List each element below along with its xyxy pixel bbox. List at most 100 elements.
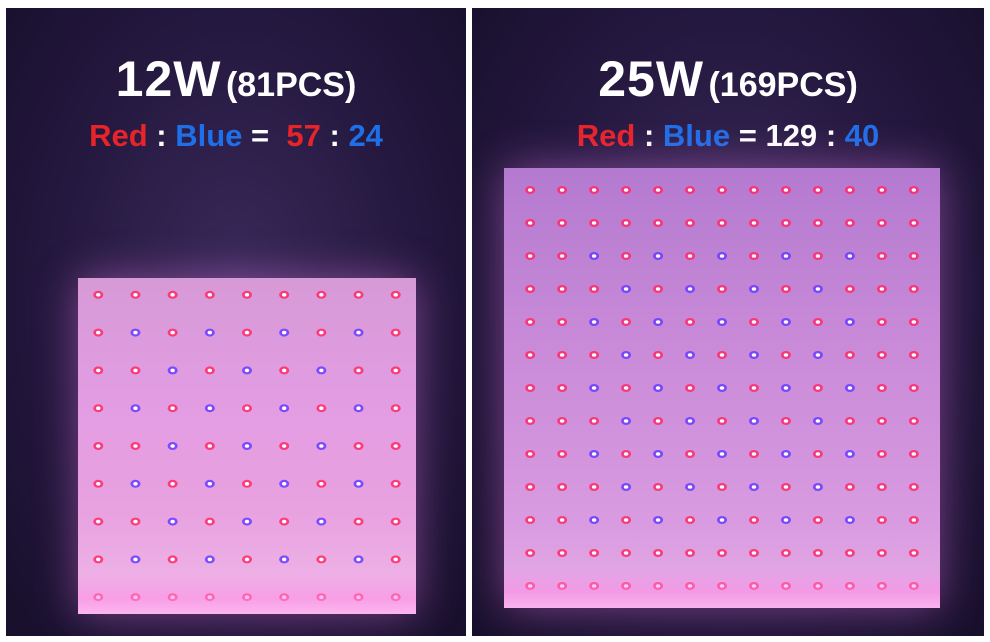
red-led [390,517,401,526]
red-led [748,450,759,458]
blue-led [353,479,364,488]
red-led [717,351,727,359]
blue-led [353,404,364,413]
red-led [390,555,401,564]
blue-led [748,285,759,293]
blue-led [167,366,178,375]
red-led [390,404,401,413]
blue-led [653,252,664,260]
ratio-separator: : [825,118,837,153]
red-led [685,186,696,194]
red-led [279,290,290,299]
red-led [621,318,632,326]
red-led [653,483,664,491]
red-led [780,549,791,557]
led-count-label: (169PCS) [708,66,858,104]
red-led [167,290,178,299]
red-led [316,479,327,488]
red-led [653,417,664,425]
red-led [908,417,919,425]
red-led [748,516,759,524]
red-led [93,555,104,564]
red-led [621,549,632,557]
red-led [589,483,600,491]
blue-led [589,318,600,326]
blue-led [316,517,327,526]
blue-led [685,285,696,293]
blue-led [316,366,327,375]
blue-led [812,351,823,359]
blue-led [685,351,696,359]
red-led [279,366,290,375]
blue-led [844,384,855,392]
red-led [780,351,791,359]
red-led [557,549,568,557]
red-led [748,186,759,194]
blue-led [316,442,327,450]
wattage-label: 25W [598,51,705,107]
red-led [876,450,887,458]
red-led [717,417,727,425]
red-led [589,186,600,194]
blue-led [717,450,727,458]
red-led [653,186,664,194]
blue-led [844,516,855,524]
red-led [525,549,536,557]
red-led [812,318,823,326]
red-led [844,483,855,491]
red-led [844,285,855,293]
red-led [204,290,215,299]
blue-count: 24 [348,118,383,153]
red-led [204,366,215,375]
red-led [557,285,568,293]
red-led [525,186,536,194]
red-led [130,366,141,375]
red-led [557,351,568,359]
blue-led [279,555,290,564]
red-led [279,517,290,526]
red-led [621,219,632,227]
blue-led [242,442,252,450]
blue-count: 40 [844,118,880,153]
blue-led [653,516,664,524]
red-led [557,384,568,392]
red-led [525,351,536,359]
blue-led [748,351,759,359]
red-led [242,479,252,488]
red-led [353,517,364,526]
red-led [557,417,568,425]
red-led [93,328,104,337]
blue-led [780,318,791,326]
red-led [167,328,178,337]
led-board [504,168,940,608]
red-led [812,186,823,194]
blue-led [204,328,215,337]
blue-led [748,417,759,425]
panel-title: 12W (81PCS) [6,50,466,108]
red-led [93,517,104,526]
led-grid [525,186,919,590]
equals-sign: = [251,118,270,153]
red-led [167,404,178,413]
red-led [653,549,664,557]
red-led [316,328,327,337]
red-led [525,219,536,227]
red-led [525,417,536,425]
red-count: 57 [286,118,321,153]
red-led [589,417,600,425]
blue-led [685,483,696,491]
red-led [557,483,568,491]
red-led [876,219,887,227]
red-led [812,252,823,260]
blue-led [717,384,727,392]
led-count-label: (81PCS) [225,66,357,104]
led-grid [93,290,401,602]
red-led [812,384,823,392]
led-board [78,278,416,614]
red-led [876,285,887,293]
red-led [130,442,141,450]
blue-led [130,404,141,413]
red-led [525,450,536,458]
blue-led [589,450,600,458]
ratio-separator: : [329,118,340,153]
